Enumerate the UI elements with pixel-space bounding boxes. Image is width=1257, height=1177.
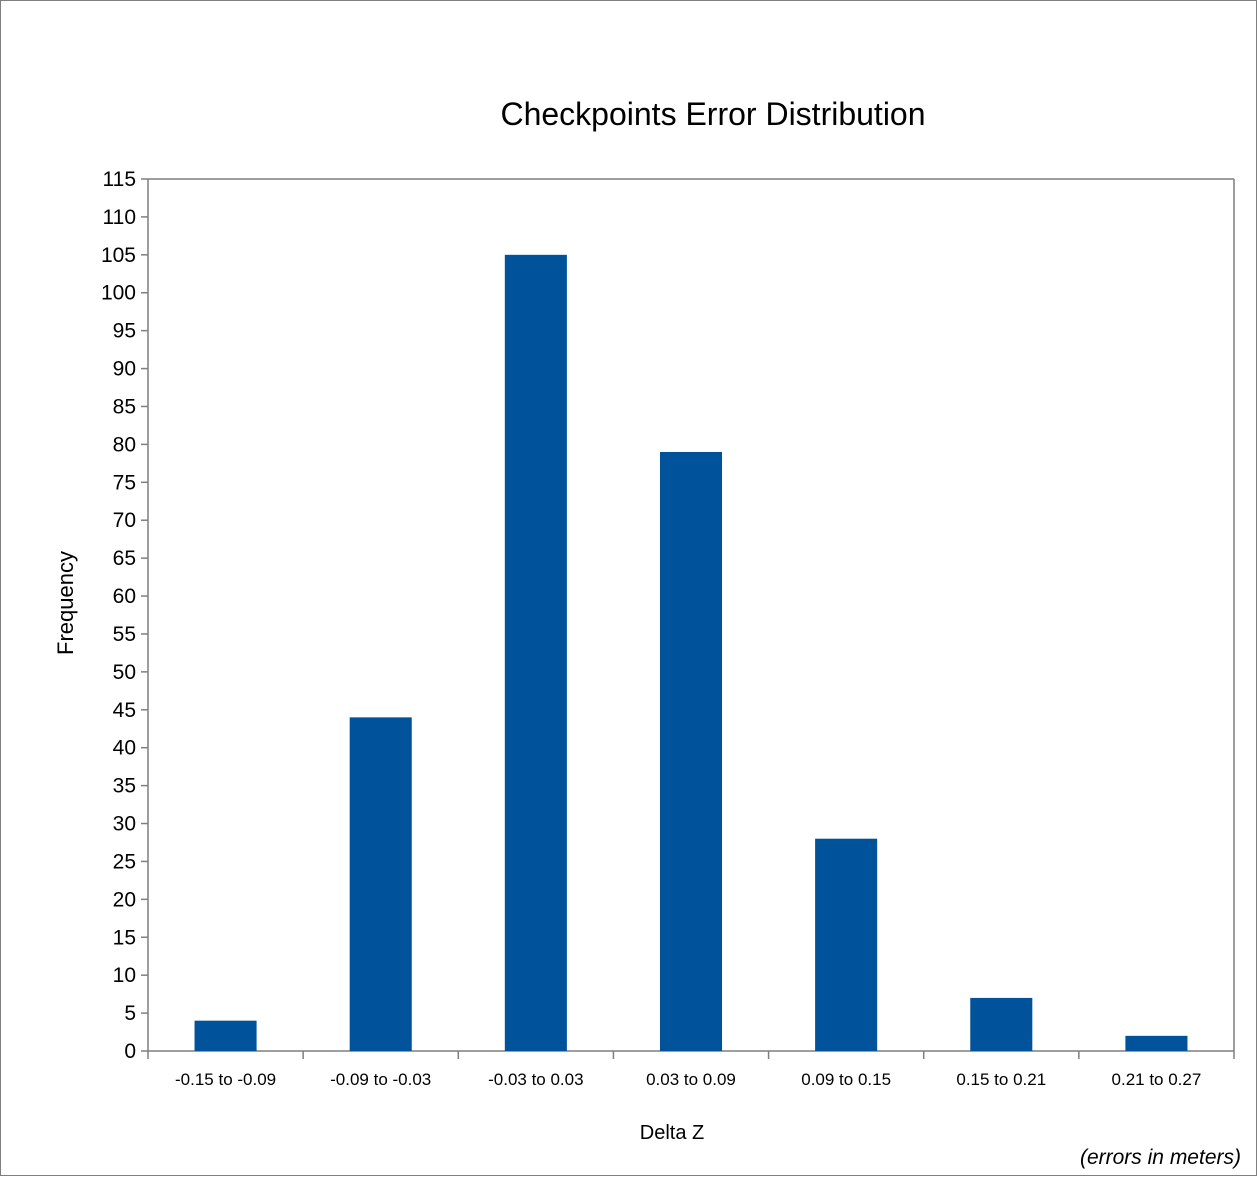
y-tick-label: 55 [113, 623, 136, 646]
x-tick-label: -0.15 to -0.09 [175, 1070, 276, 1089]
units-note: (errors in meters) [1080, 1146, 1241, 1169]
y-tick-label: 95 [113, 320, 136, 343]
y-tick-label: 50 [113, 661, 136, 684]
x-tick-label: 0.09 to 0.15 [801, 1070, 891, 1089]
y-tick-label: 60 [113, 585, 136, 608]
x-tick-label: 0.21 to 0.27 [1112, 1070, 1202, 1089]
bar [194, 1020, 257, 1051]
bar [349, 717, 412, 1051]
y-tick-label: 65 [113, 547, 136, 570]
y-tick-label: 100 [101, 282, 136, 305]
y-tick-label: 5 [124, 1002, 136, 1025]
y-tick-label: 90 [113, 358, 136, 381]
y-tick-label: 110 [103, 206, 136, 229]
bar [815, 838, 878, 1051]
y-tick-label: 70 [113, 509, 136, 532]
y-tick-label: 85 [113, 395, 136, 418]
y-tick-label: 105 [101, 244, 136, 267]
y-axis-label: Frequency [53, 551, 78, 655]
plot-area: 0 5 10 15 20 25 30 35 40 45 50 55 60 65 70 75 80 85 90 95 10… [101, 168, 1235, 1089]
y-tick-label: 0 [124, 1040, 136, 1063]
bar [1125, 1035, 1188, 1051]
y-tick-label: 35 [113, 775, 136, 798]
bar [504, 254, 567, 1052]
x-axis-label: Delta Z [640, 1122, 704, 1144]
y-tick-label: 75 [113, 471, 136, 494]
x-tick-label: 0.15 to 0.21 [956, 1070, 1046, 1089]
x-tick-label: 0.03 to 0.09 [646, 1070, 736, 1089]
y-tick-label: 80 [113, 433, 136, 456]
y-tick-label: 115 [103, 168, 136, 191]
x-tick-label: -0.03 to 0.03 [488, 1070, 583, 1089]
bar [659, 451, 723, 1052]
y-tick-label: 40 [113, 737, 136, 760]
bar [970, 997, 1033, 1051]
y-tick-label: 30 [113, 813, 136, 836]
y-tick-label: 45 [113, 699, 136, 722]
y-tick-label: 10 [113, 964, 136, 987]
y-tick-label: 20 [113, 888, 136, 911]
chart-title: Checkpoints Error Distribution [500, 96, 925, 132]
y-tick-label: 15 [113, 926, 136, 949]
y-tick-label: 25 [113, 850, 136, 873]
x-tick-label: -0.09 to -0.03 [330, 1070, 431, 1089]
